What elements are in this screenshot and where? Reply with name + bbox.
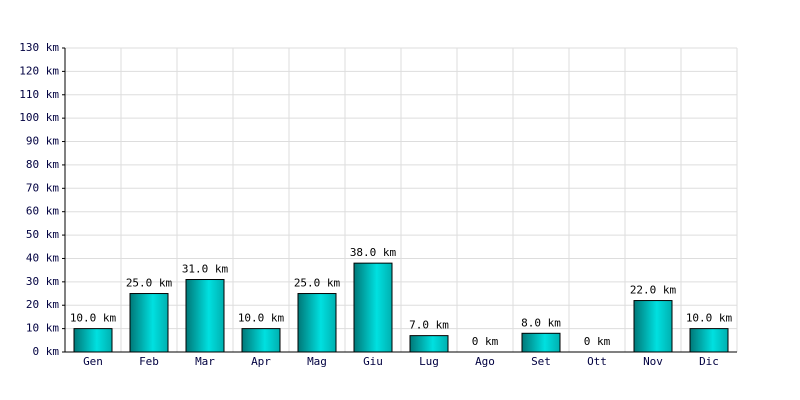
- bar: [353, 262, 393, 353]
- x-tick-label: Ott: [587, 355, 607, 368]
- bar: [633, 300, 673, 353]
- x-tick-label: Mar: [195, 355, 215, 368]
- bar: [409, 335, 449, 353]
- y-tick-label: 20 km: [26, 298, 59, 311]
- x-tick-label: Mag: [307, 355, 327, 368]
- bar: [129, 293, 169, 353]
- y-tick-label: 30 km: [26, 275, 59, 288]
- value-label: 25.0 km: [294, 277, 341, 290]
- bar: [241, 328, 281, 353]
- y-tick-label: 70 km: [26, 181, 59, 194]
- y-tick-label: 10 km: [26, 322, 59, 335]
- value-label: 7.0 km: [409, 319, 449, 332]
- y-tick-label: 130 km: [19, 41, 59, 54]
- x-tick-label: Set: [531, 355, 551, 368]
- bar: [73, 328, 113, 353]
- value-label: 38.0 km: [350, 246, 397, 259]
- y-tick-label: 50 km: [26, 228, 59, 241]
- y-tick-label: 120 km: [19, 64, 59, 77]
- y-tick-label: 110 km: [19, 88, 59, 101]
- x-tick-label: Ago: [475, 355, 495, 368]
- bar: [185, 279, 225, 353]
- x-tick-label: Dic: [699, 355, 719, 368]
- value-label: 0 km: [584, 335, 611, 348]
- bar: [297, 293, 337, 353]
- y-tick-label: 80 km: [26, 158, 59, 171]
- y-tick-label: 60 km: [26, 205, 59, 218]
- value-label: 0 km: [472, 335, 499, 348]
- x-tick-label: Giu: [363, 355, 383, 368]
- x-tick-label: Nov: [643, 355, 663, 368]
- value-label: 10.0 km: [686, 312, 733, 325]
- bar: [521, 332, 561, 353]
- y-tick-label: 100 km: [19, 111, 59, 124]
- value-label: 25.0 km: [126, 277, 173, 290]
- value-label: 31.0 km: [182, 263, 229, 276]
- value-label: 10.0 km: [238, 312, 285, 325]
- value-label: 10.0 km: [70, 312, 117, 325]
- y-tick-label: 0 km: [33, 345, 60, 358]
- x-tick-label: Gen: [83, 355, 103, 368]
- value-label: 8.0 km: [521, 316, 561, 329]
- x-tick-label: Lug: [419, 355, 439, 368]
- bar: [689, 328, 729, 353]
- y-tick-label: 40 km: [26, 251, 59, 264]
- x-tick-label: Apr: [251, 355, 271, 368]
- x-tick-label: Feb: [139, 355, 159, 368]
- value-label: 22.0 km: [630, 284, 677, 297]
- y-tick-label: 90 km: [26, 135, 59, 148]
